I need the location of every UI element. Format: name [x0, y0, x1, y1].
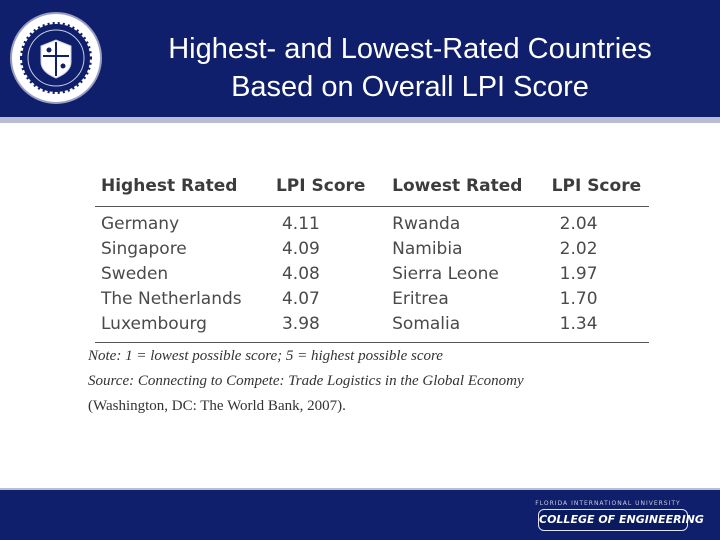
table-row: The Netherlands 4.07 Eritrea 1.70: [95, 286, 649, 311]
header-lowest-rated: Lowest Rated: [386, 170, 538, 207]
table-row: Luxembourg 3.98 Somalia 1.34: [95, 311, 649, 343]
header-highest-rated: Highest Rated: [95, 170, 260, 207]
header-lpi-score-low: LPI Score: [537, 170, 649, 207]
university-seal-icon: [10, 12, 102, 104]
lowest-country: Sierra Leone: [392, 263, 499, 284]
lpi-table: Highest Rated LPI Score Lowest Rated LPI…: [95, 170, 649, 343]
highest-score: 4.09: [281, 238, 320, 259]
source-citation: Source: Connecting to Compete: Trade Log…: [88, 373, 524, 389]
highest-country: The Netherlands: [101, 288, 242, 309]
table-row: Sweden 4.08 Sierra Leone 1.97: [95, 261, 649, 286]
slide-title-line-2: Based on Overall LPI Score: [231, 71, 589, 103]
lowest-score: 1.97: [559, 263, 598, 284]
lowest-country: Rwanda: [392, 213, 461, 234]
lowest-score: 2.04: [559, 213, 598, 234]
source-publisher: (Washington, DC: The World Bank, 2007).: [88, 398, 346, 414]
lowest-country: Eritrea: [392, 288, 449, 309]
college-name: COLLEGE OF ENGINEERING: [538, 509, 704, 531]
header-stripe: [0, 117, 720, 123]
highest-score: 4.08: [281, 263, 320, 284]
lowest-country: Namibia: [392, 238, 463, 259]
highest-country: Germany: [101, 213, 180, 234]
table-row: Singapore 4.09 Namibia 2.02: [95, 236, 649, 261]
header-lpi-score-high: LPI Score: [259, 170, 387, 207]
lpi-table-container: Highest Rated LPI Score Lowest Rated LPI…: [95, 170, 649, 343]
table-header-row: Highest Rated LPI Score Lowest Rated LPI…: [95, 170, 649, 207]
score-note: Note: 1 = lowest possible score; 5 = hig…: [88, 348, 443, 364]
slide-title: Highest- and Lowest-Rated Countries Base…: [100, 30, 720, 106]
highest-score: 3.98: [281, 313, 320, 334]
table-notes: Note: 1 = lowest possible score; 5 = hig…: [88, 344, 668, 419]
table-bottom-rule: [95, 342, 649, 343]
header-band: [0, 0, 720, 117]
highest-score: 4.11: [281, 213, 320, 234]
college-logo: FLORIDA INTERNATIONAL UNIVERSITY COLLEGE…: [518, 500, 704, 534]
university-name: FLORIDA INTERNATIONAL UNIVERSITY: [535, 500, 681, 507]
lowest-score: 1.70: [559, 288, 598, 309]
lowest-country: Somalia: [392, 313, 461, 334]
slide-title-line-1: Highest- and Lowest-Rated Countries: [168, 33, 652, 65]
highest-score: 4.07: [281, 288, 320, 309]
highest-country: Sweden: [101, 263, 169, 284]
lowest-score: 2.02: [559, 238, 598, 259]
lowest-score: 1.34: [559, 313, 598, 334]
highest-country: Luxembourg: [101, 313, 207, 334]
table-row: Germany 4.11 Rwanda 2.04: [95, 207, 649, 237]
highest-country: Singapore: [101, 238, 187, 259]
